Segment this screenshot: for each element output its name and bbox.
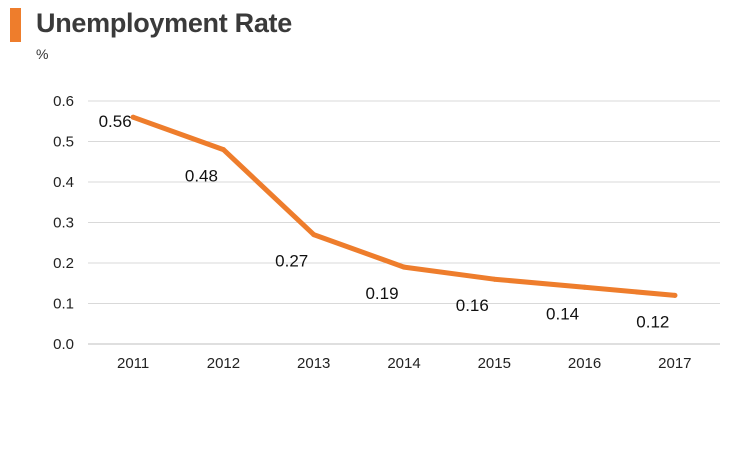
x-tick-label: 2011 <box>117 355 149 372</box>
data-label: 0.14 <box>546 304 579 323</box>
y-tick-label: 0.1 <box>53 296 74 313</box>
data-label: 0.56 <box>99 112 132 131</box>
x-axis: 2011 2012 2013 2014 2015 2016 2017 <box>117 355 692 372</box>
y-tick-label: 0.6 <box>53 93 74 110</box>
y-tick-label: 0.2 <box>53 255 74 272</box>
data-label: 0.27 <box>275 252 308 271</box>
data-point <box>491 276 497 282</box>
data-label: 0.48 <box>185 167 218 186</box>
y-axis: 0.0 0.1 0.2 0.3 0.4 0.5 0.6 <box>53 93 74 353</box>
data-point <box>582 284 588 290</box>
x-tick-label: 2017 <box>658 355 691 372</box>
unit-label: % <box>36 46 49 62</box>
y-tick-label: 0.3 <box>53 215 74 232</box>
chart-title: Unemployment Rate <box>36 8 292 38</box>
data-point <box>401 264 407 270</box>
x-tick-label: 2013 <box>297 355 330 372</box>
x-tick-label: 2012 <box>207 355 240 372</box>
data-label: 0.19 <box>365 284 398 303</box>
data-point <box>130 114 136 120</box>
data-point <box>220 147 226 153</box>
series-line-group <box>130 114 678 298</box>
data-label: 0.16 <box>456 296 489 315</box>
data-label: 0.12 <box>636 312 669 331</box>
x-tick-label: 2014 <box>387 355 420 372</box>
x-tick-label: 2015 <box>478 355 511 372</box>
data-point <box>311 232 317 238</box>
gridlines <box>88 100 720 345</box>
title-accent-bar <box>10 8 21 42</box>
data-labels: 0.56 0.48 0.27 0.19 0.16 0.14 0.12 <box>99 112 670 331</box>
y-tick-label: 0.0 <box>53 336 74 353</box>
y-tick-label: 0.5 <box>53 134 74 151</box>
data-point <box>672 292 678 298</box>
x-tick-label: 2016 <box>568 355 601 372</box>
y-tick-label: 0.4 <box>53 174 74 191</box>
